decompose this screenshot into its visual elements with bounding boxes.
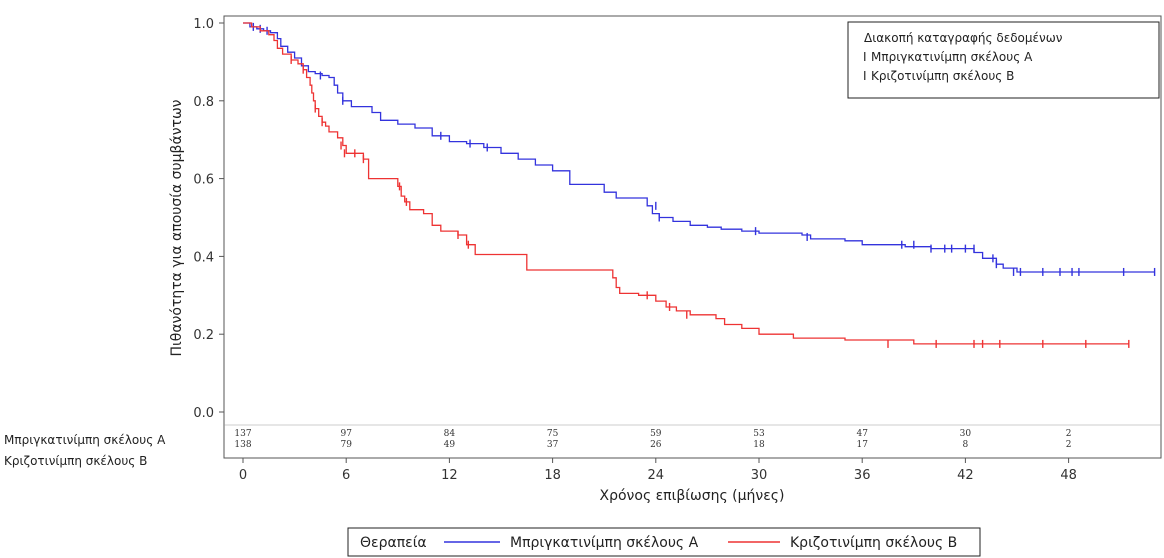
series-brigatinib bbox=[243, 22, 1156, 276]
at-risk-value: 26 bbox=[650, 440, 662, 450]
censor-legend-glyph-brigatinib: I bbox=[863, 50, 867, 64]
censor-legend-glyph-crizotinib: I bbox=[863, 69, 867, 83]
censor-legend-label-crizotinib: Κριζοτινίμπη σκέλους Β bbox=[871, 69, 1014, 83]
at-risk-value: 8 bbox=[963, 440, 969, 450]
at-risk-value: 49 bbox=[444, 440, 456, 450]
x-tick-label: 24 bbox=[648, 468, 665, 483]
x-tick-label: 6 bbox=[342, 468, 350, 483]
at-risk-value: 75 bbox=[547, 429, 559, 439]
y-tick-label: 0.6 bbox=[193, 173, 214, 188]
plot-frame bbox=[223, 15, 1162, 459]
x-tick-label: 30 bbox=[751, 468, 768, 483]
survival-curve bbox=[243, 22, 1129, 345]
at-risk-value: 47 bbox=[856, 429, 868, 439]
at-risk-value: 97 bbox=[340, 429, 352, 439]
x-axis: 0 6 12 18 24 30 36 42 48 bbox=[239, 458, 1077, 483]
at-risk-table: 137 97 84 75 59 53 47 30 2 138 79 49 37 26 18 17 8 2 bbox=[234, 429, 1071, 450]
x-tick-label: 0 bbox=[239, 468, 247, 483]
survival-curve bbox=[243, 22, 1155, 273]
y-tick-label: 0.4 bbox=[193, 250, 214, 265]
y-tick-label: 1.0 bbox=[193, 17, 214, 32]
at-risk-value: 59 bbox=[650, 429, 662, 439]
y-axis: 0.0 0.2 0.4 0.6 0.8 1.0 bbox=[193, 17, 224, 421]
y-tick-label: 0.2 bbox=[193, 328, 214, 343]
at-risk-value: 17 bbox=[856, 440, 868, 450]
censor-legend: Διακοπή καταγραφής δεδομένων I Μπριγκατι… bbox=[847, 21, 1160, 99]
censor-legend-title: Διακοπή καταγραφής δεδομένων bbox=[864, 31, 1063, 45]
at-risk-value: 30 bbox=[960, 429, 972, 439]
x-tick-label: 18 bbox=[544, 468, 561, 483]
censor-legend-label-brigatinib: Μπριγκατινίμπη σκέλους Α bbox=[871, 50, 1033, 64]
series-layer bbox=[243, 22, 1156, 348]
y-tick-label: 0.8 bbox=[193, 95, 214, 110]
at-risk-value: 18 bbox=[753, 440, 765, 450]
x-tick-label: 36 bbox=[854, 468, 871, 483]
treatment-legend-title: Θεραπεία bbox=[360, 535, 427, 551]
at-risk-value: 137 bbox=[234, 429, 251, 439]
at-risk-value: 2 bbox=[1066, 429, 1072, 439]
treatment-legend-label-brigatinib: Μπριγκατινίμπη σκέλους Α bbox=[510, 535, 699, 551]
x-tick-label: 48 bbox=[1060, 468, 1077, 483]
series-crizotinib bbox=[243, 22, 1130, 348]
x-axis-label: Χρόνος επιβίωσης (μήνες) bbox=[600, 488, 785, 504]
at-risk-value: 79 bbox=[340, 440, 352, 450]
y-tick-label: 0.0 bbox=[193, 406, 214, 421]
x-tick-label: 42 bbox=[957, 468, 974, 483]
y-axis-label: Πιθανότητα για απουσία συμβάντων bbox=[169, 99, 185, 356]
censor-legend-box bbox=[847, 21, 1160, 99]
risk-row-label-crizotinib: Κριζοτινίμπη σκέλους Β bbox=[4, 454, 147, 468]
at-risk-value: 2 bbox=[1066, 440, 1072, 450]
risk-row-label-brigatinib: Μπριγκατινίμπη σκέλους Α bbox=[4, 433, 166, 447]
at-risk-value: 84 bbox=[444, 429, 456, 439]
x-tick-label: 12 bbox=[441, 468, 458, 483]
at-risk-value: 53 bbox=[753, 429, 765, 439]
at-risk-value: 138 bbox=[234, 440, 251, 450]
treatment-legend-label-crizotinib: Κριζοτινίμπη σκέλους Β bbox=[790, 535, 957, 551]
at-risk-value: 37 bbox=[547, 440, 559, 450]
treatment-legend: Θεραπεία Μπριγκατινίμπη σκέλους Α Κριζοτ… bbox=[347, 527, 981, 557]
